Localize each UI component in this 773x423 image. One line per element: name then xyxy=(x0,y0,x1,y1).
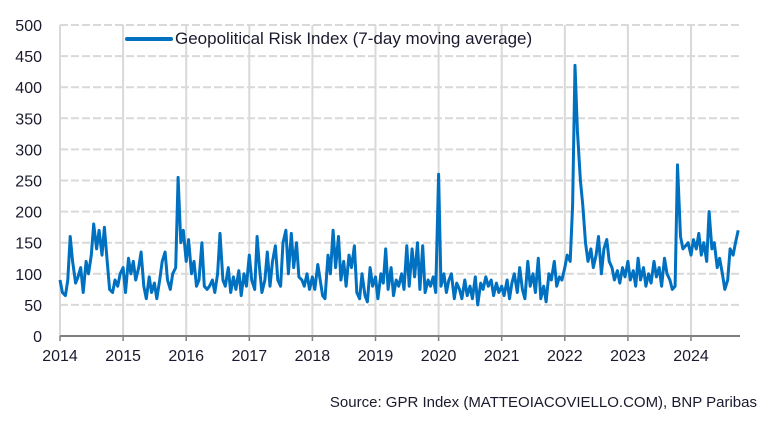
y-tick-label: 250 xyxy=(15,174,42,191)
grid xyxy=(59,24,740,336)
x-tick-label: 2021 xyxy=(484,348,520,365)
y-tick-label: 450 xyxy=(15,49,42,66)
x-axis: 2014 2015 2016 2017 2018 2019 2020 2021 2022 2023… xyxy=(42,336,709,365)
x-tick-label: 2019 xyxy=(358,348,394,365)
x-tick-label: 2018 xyxy=(295,348,331,365)
x-tick-label: 2020 xyxy=(421,348,457,365)
y-tick-label: 500 xyxy=(15,18,42,35)
series-line-gpr xyxy=(58,63,740,307)
legend-label: Geopolitical Risk Index (7-day moving av… xyxy=(175,29,532,48)
y-axis: 0 50 100 150 200 250 300 350 400 450 500 xyxy=(15,18,42,346)
x-tick-label: 2016 xyxy=(168,348,204,365)
source-note: Source: GPR Index (MATTEOIACOVIELLO.COM)… xyxy=(329,394,757,411)
y-tick-label: 0 xyxy=(33,329,42,346)
y-tick-label: 400 xyxy=(15,80,42,97)
y-tick-label: 200 xyxy=(15,205,42,222)
x-tick-label: 2022 xyxy=(547,348,583,365)
y-tick-label: 350 xyxy=(15,111,42,128)
y-tick-label: 300 xyxy=(15,142,42,159)
x-tick-label: 2023 xyxy=(610,348,646,365)
y-tick-label: 150 xyxy=(15,236,42,253)
x-tick-label: 2014 xyxy=(42,348,78,365)
x-tick-label: 2015 xyxy=(105,348,141,365)
x-tick-label: 2024 xyxy=(673,348,709,365)
y-tick-label: 50 xyxy=(24,298,42,315)
legend: Geopolitical Risk Index (7-day moving av… xyxy=(125,29,532,48)
x-tick-label: 2017 xyxy=(232,348,268,365)
y-tick-label: 100 xyxy=(15,267,42,284)
